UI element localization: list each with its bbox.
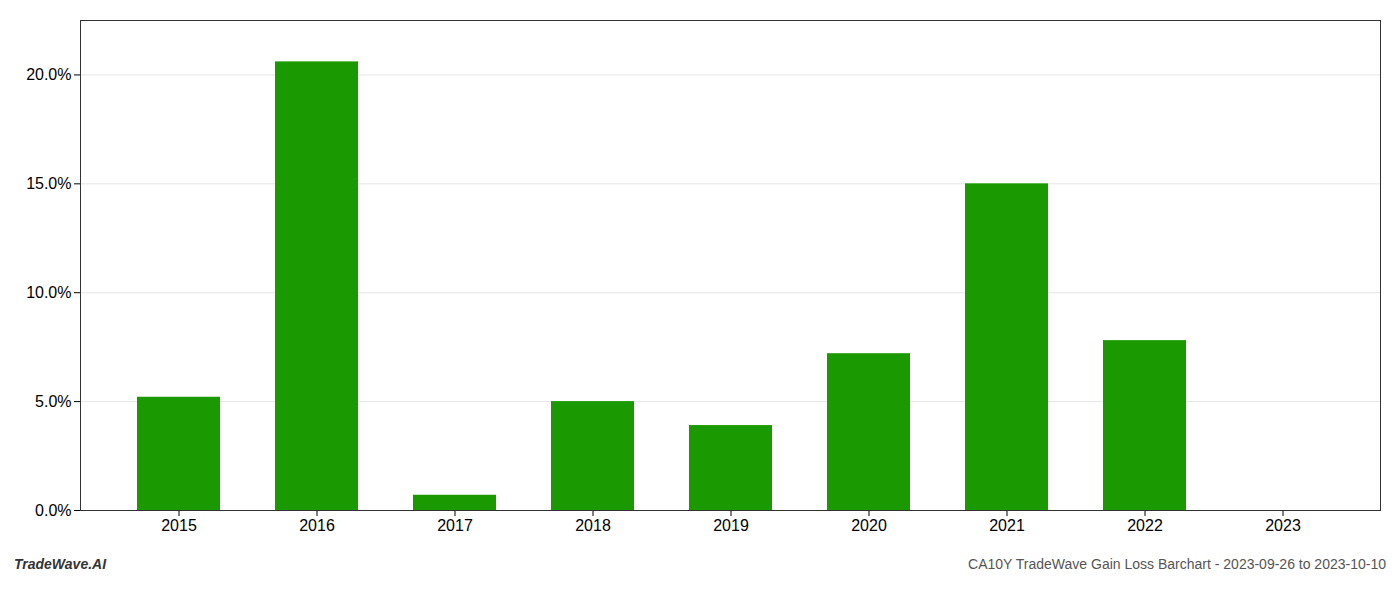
- svg-text:2019: 2019: [713, 517, 749, 534]
- html-text:CA10Y TradeWave Gain Loss Barc: CA10Y TradeWave Gain Loss Barchart - 202…: [968, 556, 1386, 572]
- svg-text:5.0%: 5.0%: [35, 393, 71, 410]
- svg-text:20.0%: 20.0%: [26, 66, 71, 83]
- svg-text:2023: 2023: [1265, 517, 1301, 534]
- svg-text:15.0%: 15.0%: [26, 175, 71, 192]
- svg-text:10.0%: 10.0%: [26, 284, 71, 301]
- svg-text:2022: 2022: [1127, 517, 1163, 534]
- html-text:TradeWave.AI: TradeWave.AI: [14, 556, 107, 572]
- svg-text:2018: 2018: [575, 517, 611, 534]
- svg-text:2021: 2021: [989, 517, 1025, 534]
- svg-text:2016: 2016: [299, 517, 335, 534]
- svg-text:2020: 2020: [851, 517, 887, 534]
- svg-text:2017: 2017: [437, 517, 473, 534]
- svg-text:2015: 2015: [161, 517, 197, 534]
- svg-text:0.0%: 0.0%: [35, 502, 71, 519]
